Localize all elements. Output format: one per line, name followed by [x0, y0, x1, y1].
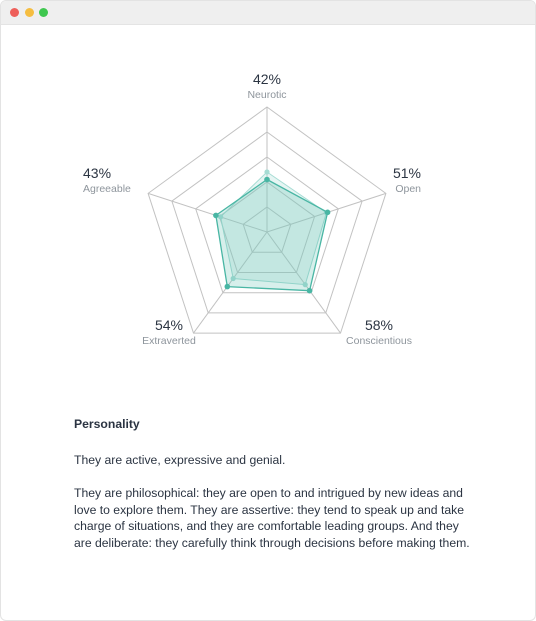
personality-radar-chart: 42% Neurotic 51% Open 58% Conscientious 54% Ext… [83, 71, 421, 347]
trait-label-open: Open [395, 183, 421, 195]
radar-grid-ring-5 [147, 106, 387, 334]
value-label-conscientious: 58% [365, 317, 393, 333]
radar-series-1-point-agreeable [213, 212, 219, 219]
radar-series-2-point-agreeable [218, 214, 224, 220]
radar-series-1-point-extraverted [224, 283, 231, 290]
summary-paragraph-1: They are active, expressive and genial. [74, 452, 286, 467]
radar-series-1-point-conscientious [306, 287, 313, 294]
trait-label-neurotic: Neurotic [247, 89, 286, 101]
radar-series-1-point-neurotic [264, 176, 270, 183]
radar-spoke-agreeable [147, 192, 268, 233]
summary-heading: Personality [74, 417, 140, 431]
value-label-open: 51% [393, 165, 421, 181]
radar-grid-ring-4 [171, 131, 363, 314]
trait-label-extraverted: Extraverted [142, 335, 196, 347]
radar-spoke-extraverted [193, 231, 268, 334]
value-label-extraverted: 54% [155, 317, 183, 333]
radar-series-1-point-open [324, 209, 331, 216]
radar-series-2-point-conscientious [302, 282, 308, 288]
personality-summary: Personality They are active, expressive … [74, 416, 474, 569]
minimize-window-button[interactable] [24, 8, 34, 17]
radar-series-2-point-neurotic [264, 169, 270, 175]
trait-label-agreeable: Agreeable [83, 183, 131, 195]
trait-label-conscientious: Conscientious [346, 335, 412, 347]
value-label-neurotic: 42% [253, 71, 281, 87]
title-bar [1, 1, 535, 25]
summary-paragraph-2: They are philosophical: they are open to… [74, 486, 470, 550]
radar-grid-ring-3 [195, 156, 339, 294]
radar-series-2-point-extraverted [230, 275, 236, 282]
close-window-button[interactable] [10, 8, 19, 17]
value-label-agreeable: 43% [83, 165, 111, 181]
radar-grid-ring-1 [242, 206, 292, 253]
maximize-window-button[interactable] [39, 8, 48, 17]
radar-series-1-area [215, 178, 329, 292]
